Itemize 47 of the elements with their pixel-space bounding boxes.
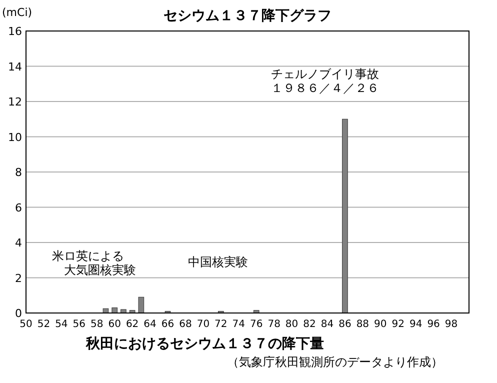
x-tick-label: 90 — [374, 319, 387, 330]
x-tick-label: 54 — [55, 319, 68, 330]
bar — [342, 118, 348, 314]
annotation: 大気圏核実験 — [64, 263, 136, 277]
x-tick-label: 68 — [179, 319, 192, 330]
x-tick-label: 74 — [232, 319, 246, 330]
y-tick-label: 14 — [8, 60, 22, 74]
x-tick-label: 86 — [338, 319, 352, 330]
text: （気象庁秋田観測所のデータより作成） — [227, 355, 443, 369]
y-tick-label: 12 — [8, 96, 22, 108]
x-tick-label: 76 — [250, 319, 263, 330]
x-tick-label: 64 — [144, 319, 156, 330]
chart-title: セシウム１３７降下グラフ — [164, 8, 332, 24]
x-tick-label: 52 — [37, 319, 50, 330]
annotation: 米ロ英による — [52, 249, 124, 263]
x-tick-label: 92 — [392, 319, 404, 330]
y-tick-label: 16 — [8, 25, 22, 38]
y-tick-label: 0 — [15, 307, 22, 320]
x-tick-label: 96 — [427, 319, 440, 330]
x-axis-title: 秋田におけるセシウム１３７の降下量 — [85, 336, 324, 352]
y-tick-label: 4 — [15, 236, 22, 250]
y-tick-label: 2 — [15, 272, 22, 285]
bar — [112, 307, 118, 314]
x-tick-label: 94 — [409, 319, 422, 330]
x-tick-label: 88 — [356, 319, 370, 330]
x-tick-label: 70 — [196, 319, 210, 330]
annotation: １９８６／４／２６ — [271, 81, 379, 95]
bar — [138, 296, 144, 314]
x-tick-label: 80 — [285, 319, 298, 330]
x-tick-label: 72 — [214, 319, 228, 330]
y-axis-title: (mCi) — [2, 6, 32, 19]
x-tick-label: 60 — [108, 319, 121, 330]
x-tick-label: 82 — [303, 319, 316, 330]
y-tick-label: 8 — [15, 166, 22, 179]
x-tick-label: 66 — [161, 319, 174, 330]
x-tick-label: 78 — [268, 319, 280, 330]
x-tick-label: 98 — [444, 319, 458, 330]
x-tick-label: 62 — [126, 319, 139, 330]
x-tick-label: 50 — [20, 319, 32, 330]
annotation: 中国核実験 — [188, 255, 248, 269]
x-tick-label: 84 — [320, 319, 334, 330]
x-tick-label: 58 — [90, 319, 104, 330]
y-tick-label: 6 — [15, 201, 22, 214]
annotation: チェルノブイリ事故 — [271, 67, 379, 81]
x-tick-label: 56 — [72, 319, 86, 330]
bar — [120, 309, 126, 314]
y-tick-label: 10 — [8, 130, 22, 144]
